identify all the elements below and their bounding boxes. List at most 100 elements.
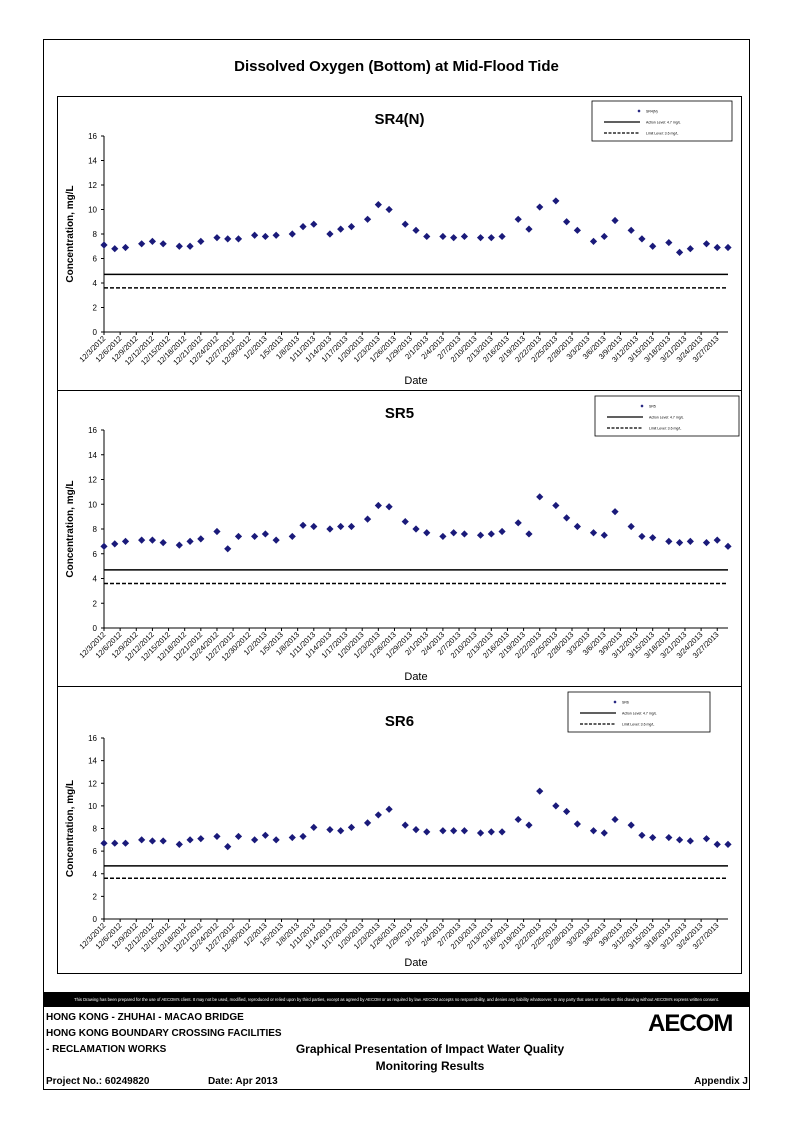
data-point — [186, 242, 194, 250]
y-tick-label: 0 — [93, 328, 98, 337]
data-point — [665, 833, 673, 842]
data-point — [450, 234, 458, 242]
data-point — [476, 829, 485, 837]
chart-legend: SR5 Action Level: 4.7 mg/L Limit Level: 3.… — [594, 395, 740, 437]
data-point — [589, 827, 598, 835]
y-axis-label: Concentration, mg/L — [65, 185, 76, 282]
data-point — [724, 243, 732, 252]
y-tick-label: 16 — [88, 132, 97, 141]
data-point — [224, 545, 232, 553]
data-point — [363, 215, 372, 223]
chart-area-border — [57, 390, 742, 688]
y-tick-label: 12 — [88, 181, 97, 190]
data-point — [552, 197, 560, 205]
data-point — [363, 515, 372, 523]
legend-box — [591, 100, 733, 142]
data-point — [310, 220, 318, 228]
footer-project-line1: HONG KONG - ZHUHAI - MACAO BRIDGE — [46, 1012, 244, 1023]
data-point — [600, 232, 608, 241]
x-axis-label: Date — [404, 375, 427, 387]
data-point — [611, 216, 619, 225]
y-tick-label: 2 — [93, 304, 98, 313]
footer-appendix: Appendix J — [694, 1076, 748, 1087]
chart-title: SR4(N) — [374, 111, 424, 128]
data-point — [175, 242, 183, 250]
data-point — [272, 231, 280, 239]
y-tick-label: 10 — [88, 500, 97, 509]
y-axis-label: Concentration, mg/L — [65, 480, 76, 577]
legend-limit-label: Limit Level: 3.6 mg/L — [646, 132, 678, 136]
data-point — [498, 828, 506, 836]
y-tick-label: 8 — [93, 525, 98, 534]
data-point — [197, 237, 205, 245]
data-point — [234, 832, 243, 841]
data-point — [374, 201, 382, 209]
data-point — [686, 537, 694, 545]
data-point — [363, 819, 372, 827]
data-point — [138, 240, 146, 248]
data-point — [213, 234, 221, 242]
data-point — [525, 530, 533, 538]
y-tick-label: 6 — [93, 255, 98, 264]
data-point — [439, 827, 447, 835]
data-point — [186, 537, 194, 545]
data-point — [552, 501, 560, 510]
y-tick-label: 14 — [88, 451, 97, 460]
data-point — [627, 226, 635, 234]
data-point — [702, 240, 711, 248]
data-point — [234, 235, 243, 243]
data-point — [234, 532, 243, 541]
footer-project-line2: HONG KONG BOUNDARY CROSSING FACILITIES — [46, 1028, 282, 1039]
x-axis-label: Date — [404, 671, 427, 683]
y-tick-label: 4 — [93, 575, 98, 584]
y-tick-label: 16 — [88, 426, 97, 435]
y-tick-label: 14 — [88, 157, 97, 166]
data-point — [439, 232, 447, 241]
data-point — [589, 237, 598, 245]
y-axis-label: Concentration, mg/L — [65, 780, 76, 877]
data-point — [299, 223, 307, 231]
data-point — [487, 234, 495, 242]
y-tick-label: 0 — [93, 915, 98, 924]
data-point — [224, 235, 232, 243]
legend-box — [594, 395, 740, 437]
data-point — [649, 833, 657, 842]
data-point — [138, 836, 146, 844]
chart-area-border — [57, 96, 742, 392]
data-point — [347, 522, 356, 531]
legend-series-label: SR4(N) — [646, 110, 658, 114]
data-point — [627, 821, 635, 829]
data-point — [121, 537, 130, 545]
data-point — [611, 815, 619, 824]
data-point — [536, 203, 544, 211]
data-point — [649, 242, 657, 250]
data-point — [385, 205, 393, 214]
data-point — [347, 223, 356, 231]
page-title: Dissolved Oxygen (Bottom) at Mid-Flood T… — [234, 58, 559, 75]
legend-limit-label: Limit Level: 3.6 mg/L — [649, 427, 681, 431]
legend-action-label: Action Level: 4.7 mg/L — [622, 712, 657, 716]
footer-title-line1: Graphical Presentation of Impact Water Q… — [295, 1042, 565, 1056]
data-point — [552, 802, 560, 810]
y-tick-label: 14 — [88, 757, 97, 766]
data-point — [423, 232, 431, 241]
legend-marker — [640, 404, 644, 408]
y-tick-label: 12 — [88, 779, 97, 788]
y-tick-label: 8 — [93, 825, 98, 834]
data-point — [514, 519, 522, 527]
data-point — [563, 218, 571, 226]
data-point — [514, 815, 522, 824]
data-point — [159, 539, 167, 547]
data-point — [213, 832, 221, 841]
legend-box — [567, 691, 711, 733]
y-tick-label: 6 — [93, 847, 98, 856]
data-point — [412, 226, 420, 234]
legend-series-label: SR5 — [649, 405, 656, 409]
data-point — [401, 220, 409, 228]
data-point — [412, 525, 420, 533]
data-point — [111, 245, 119, 253]
data-point — [476, 234, 485, 242]
